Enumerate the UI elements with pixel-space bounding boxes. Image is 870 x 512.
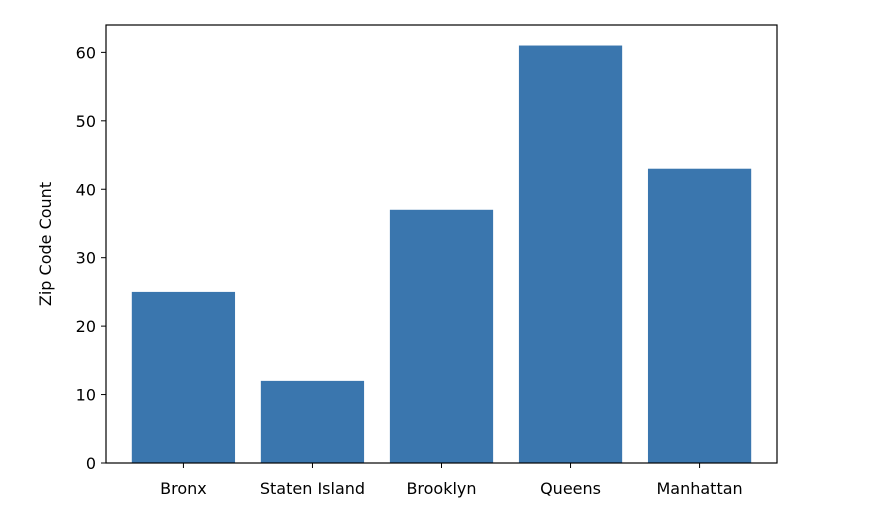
y-tick-label: 20 <box>76 317 96 336</box>
y-tick-label: 30 <box>76 249 96 268</box>
bar-staten-island <box>260 380 365 463</box>
y-axis-ticks: 0 10 20 30 40 50 60 <box>76 43 106 473</box>
bar-queens <box>518 45 623 463</box>
bar-bronx <box>131 291 236 463</box>
x-axis-ticks: Bronx Staten Island Brooklyn Queens Manhatta… <box>160 463 743 498</box>
x-tick-label: Brooklyn <box>406 479 476 498</box>
y-tick-label: 50 <box>76 112 96 131</box>
bar-manhattan <box>647 168 752 463</box>
x-tick-label: Staten Island <box>260 479 365 498</box>
y-axis-label: Zip Code Count <box>36 182 55 306</box>
x-tick-label: Bronx <box>160 479 207 498</box>
y-tick-label: 10 <box>76 386 96 405</box>
bar-brooklyn <box>389 209 494 463</box>
x-tick-label: Manhattan <box>656 479 742 498</box>
y-tick-label: 0 <box>86 454 96 473</box>
x-tick-label: Queens <box>540 479 601 498</box>
y-tick-label: 40 <box>76 180 96 199</box>
bars-group <box>131 45 752 463</box>
y-tick-label: 60 <box>76 43 96 62</box>
plot-frame <box>105 24 778 464</box>
